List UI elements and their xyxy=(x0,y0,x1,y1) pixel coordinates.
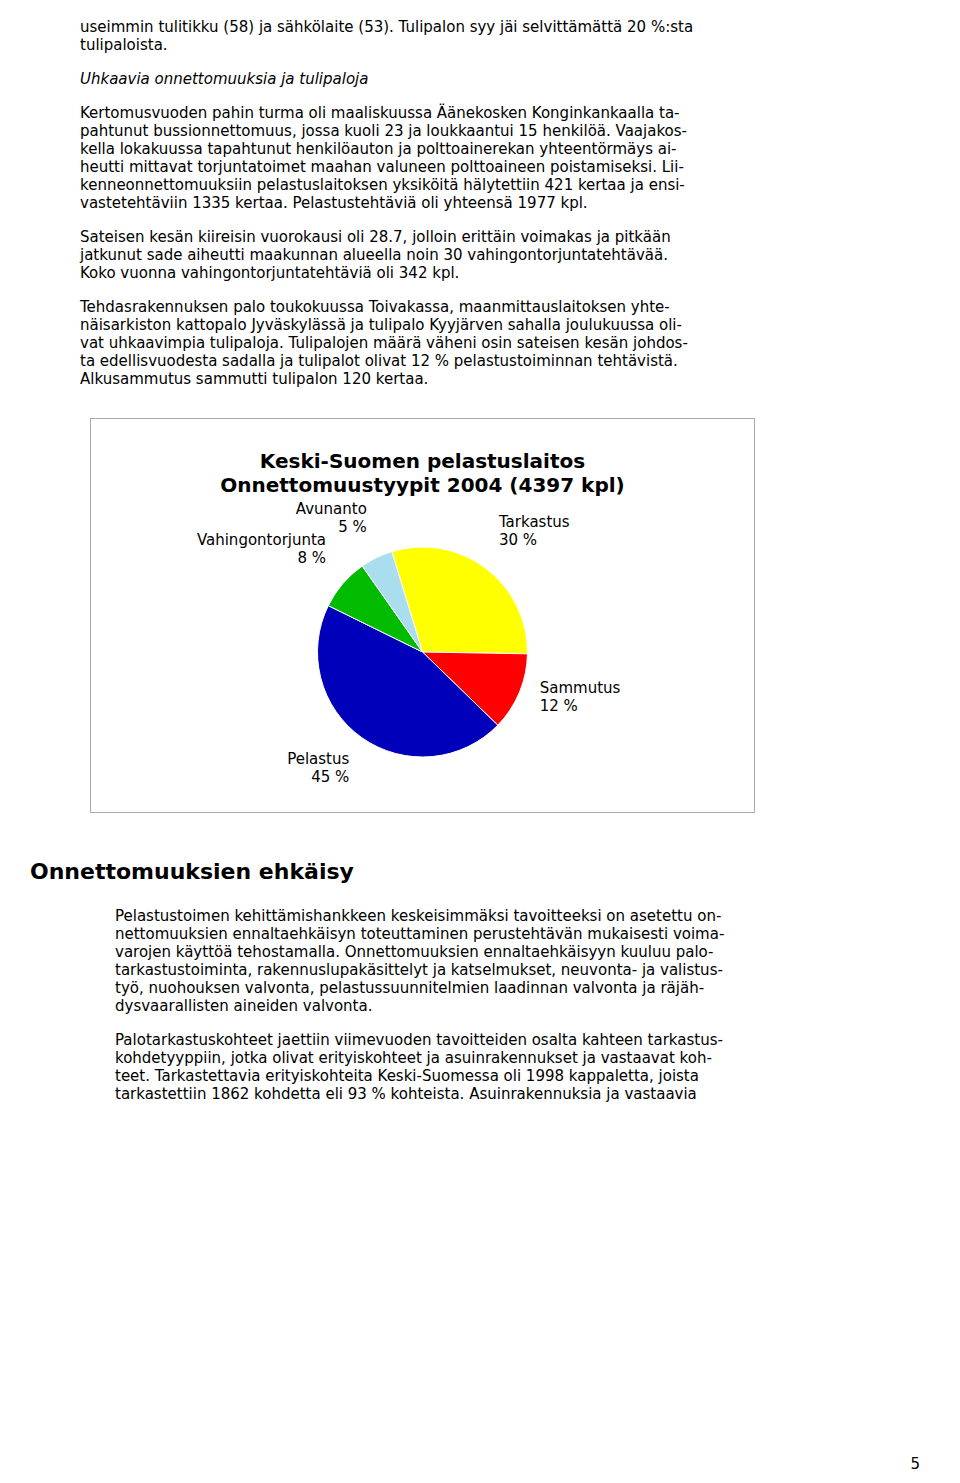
svg-text:8 %: 8 % xyxy=(297,549,326,567)
html-text:tarkastustoiminta, rakennuslup: tarkastustoiminta, rakennuslupakäsittely… xyxy=(115,961,723,979)
html-text:kella lokakuussa tapahtunut he: kella lokakuussa tapahtunut henkilöauton… xyxy=(80,140,677,158)
svg-text:Pelastus: Pelastus xyxy=(287,750,349,768)
svg-text:5 %: 5 % xyxy=(338,518,367,536)
html-text:Palotarkastuskohteet jaettiin: Palotarkastuskohteet jaettiin viimevuode… xyxy=(115,1031,723,1049)
html-text:jatkunut sade aiheutti maakunn: jatkunut sade aiheutti maakunnan alueell… xyxy=(80,246,668,264)
html-text:Tehdasrakennuksen palo toukoku: Tehdasrakennuksen palo toukokuussa Toiva… xyxy=(80,298,670,316)
html-text:nettomuuksien ennaltaehkäisyn: nettomuuksien ennaltaehkäisyn toteuttami… xyxy=(115,925,725,943)
svg-text:Vahingontorjunta: Vahingontorjunta xyxy=(197,531,326,549)
html-text:tarkastettiin 1862 kohdetta el: tarkastettiin 1862 kohdetta eli 93 % koh… xyxy=(115,1085,697,1103)
html-text:vat uhkaavimpia tulipaloja. Tu: vat uhkaavimpia tulipaloja. Tulipalojen … xyxy=(80,334,688,352)
svg-text:Tarkastus: Tarkastus xyxy=(498,513,570,531)
svg-text:Avunanto: Avunanto xyxy=(296,500,367,518)
html-text:Onnettomuuksien ehkäisy: Onnettomuuksien ehkäisy xyxy=(30,859,354,884)
html-text:Alkusammutus sammutti tulipalo: Alkusammutus sammutti tulipalon 120 kert… xyxy=(80,370,429,388)
html-text:kohdetyyppiin, jotka olivat er: kohdetyyppiin, jotka olivat erityiskohte… xyxy=(115,1049,712,1067)
html-text:Koko vuonna vahingontorjuntate: Koko vuonna vahingontorjuntatehtäviä oli… xyxy=(80,264,460,282)
html-text:teet. Tarkastettavia erityisko: teet. Tarkastettavia erityiskohteita Kes… xyxy=(115,1067,699,1085)
html-text:tulipaloista.: tulipaloista. xyxy=(80,36,168,54)
html-text:kenneonnettomuuksiin pelastusl: kenneonnettomuuksiin pelastuslaitoksen y… xyxy=(80,176,685,194)
svg-text:Sammutus: Sammutus xyxy=(540,679,621,697)
svg-text:30 %: 30 % xyxy=(499,531,537,549)
html-text:dysvaarallisten aineiden valvo: dysvaarallisten aineiden valvonta. xyxy=(115,997,373,1015)
html-text:varojen käyttöä tehostamalla.: varojen käyttöä tehostamalla. Onnettomuu… xyxy=(115,943,714,961)
html-text:5: 5 xyxy=(910,1455,920,1473)
html-text:Kertomusvuoden pahin turma oli: Kertomusvuoden pahin turma oli maaliskuu… xyxy=(80,104,680,122)
html-text:Keski-Suomen pelastuslaitos: Keski-Suomen pelastuslaitos xyxy=(259,449,586,473)
html-text:näisarkiston kattopalo Jyväsky: näisarkiston kattopalo Jyväskylässä ja t… xyxy=(80,316,682,334)
html-text:Pelastustoimen kehittämishankk: Pelastustoimen kehittämishankkeen keskei… xyxy=(115,907,722,925)
html-text:työ, nuohouksen valvonta, pela: työ, nuohouksen valvonta, pelastussuunni… xyxy=(115,979,705,997)
html-text:heutti mittavat torjuntatoimet: heutti mittavat torjuntatoimet maahan va… xyxy=(80,158,684,176)
html-text:pahtunut bussionnettomuus, jos: pahtunut bussionnettomuus, jossa kuoli 2… xyxy=(80,122,687,140)
html-text:Onnettomuustyypit 2004 (4397 k: Onnettomuustyypit 2004 (4397 kpl) xyxy=(220,473,625,497)
html-text:useimmin tulitikku (58) ja säh: useimmin tulitikku (58) ja sähkölaite (5… xyxy=(80,18,694,36)
svg-text:12 %: 12 % xyxy=(540,697,578,715)
html-text:Uhkaavia onnettomuuksia ja tul: Uhkaavia onnettomuuksia ja tulipaloja xyxy=(80,70,369,88)
svg-text:45 %: 45 % xyxy=(311,768,349,786)
html-text:vastetehtäviin 1335 kertaa. Pe: vastetehtäviin 1335 kertaa. Pelastusteht… xyxy=(80,194,588,212)
html-text:Sateisen kesän kiireisin vuoro: Sateisen kesän kiireisin vuorokausi oli … xyxy=(80,228,671,246)
html-text:ta edellisvuodesta sadalla ja: ta edellisvuodesta sadalla ja tulipalot … xyxy=(80,352,678,370)
